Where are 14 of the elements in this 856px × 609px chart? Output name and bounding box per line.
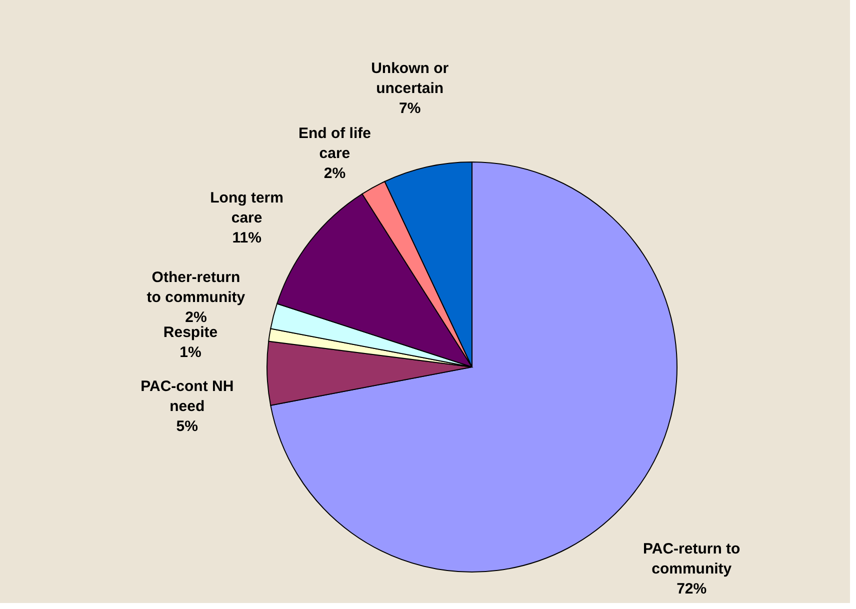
- data-label: 2%: [185, 308, 207, 326]
- slice-label: End of life care: [298, 124, 371, 162]
- data-label: 5%: [176, 418, 198, 435]
- data-label: 72%: [676, 580, 707, 598]
- slice-label: Long term care: [210, 189, 284, 226]
- data-label: 1%: [180, 344, 202, 361]
- slice-label: Respite: [163, 324, 218, 341]
- slice-label: PAC-cont NH need: [140, 378, 234, 415]
- data-label: 2%: [324, 164, 346, 182]
- slice-label: PAC-return to community: [642, 540, 740, 578]
- data-label: 7%: [398, 100, 421, 117]
- slice-label: Unkown or uncertain: [371, 60, 449, 97]
- data-label: 11%: [232, 229, 262, 246]
- slice-label: Other-return to community: [146, 268, 246, 306]
